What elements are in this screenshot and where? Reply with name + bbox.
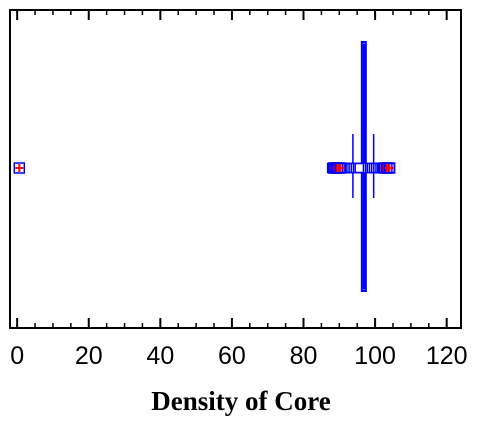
box-plot-marks <box>13 41 396 292</box>
x-axis-ticks <box>16 10 448 328</box>
x-tick-label: 80 <box>290 342 318 370</box>
x-tick-label: 100 <box>354 342 396 370</box>
x-tick-label: 0 <box>10 342 24 370</box>
x-tick-label: 40 <box>146 342 174 370</box>
x-tick-label: 60 <box>218 342 246 370</box>
x-axis-tick-labels: 0 20 40 60 80 100 120 <box>10 342 467 370</box>
x-tick-label: 20 <box>75 342 103 370</box>
x-axis-title: Density of Core <box>151 386 330 416</box>
far-outlier-box <box>13 162 26 174</box>
x-tick-label: 120 <box>426 342 468 370</box>
plot-frame <box>9 9 462 329</box>
far-outlier-box <box>383 162 396 174</box>
far-outlier-box <box>334 162 347 174</box>
